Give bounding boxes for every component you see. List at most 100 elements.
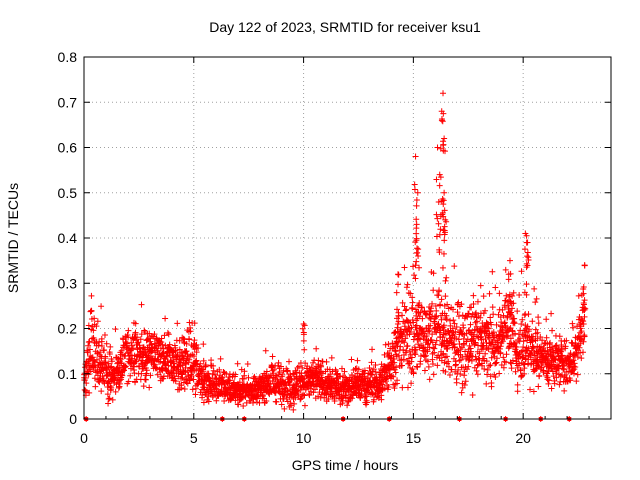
data-point: [200, 341, 207, 348]
data-point: [344, 402, 351, 409]
data-point: [547, 362, 554, 369]
data-point: [509, 357, 516, 364]
data-point: [404, 281, 411, 288]
data-point: [518, 320, 525, 327]
data-point: [140, 383, 147, 390]
data-point: [536, 372, 543, 379]
data-point: [494, 339, 501, 346]
data-point: [164, 329, 171, 336]
data-point: [308, 364, 315, 371]
peak-point: [301, 322, 308, 329]
data-point: [421, 367, 428, 374]
data-point: [580, 349, 587, 356]
data-point: [427, 322, 434, 329]
data-point: [125, 352, 132, 359]
data-point: [486, 362, 493, 369]
data-point: [572, 363, 579, 370]
data-point: [422, 310, 429, 317]
data-point: [419, 329, 426, 336]
axis-ticks: 0 0.1 0.2 0.3 0.4 0.5 0.6 0.7 0.8 0 5 10 15 20: [58, 49, 611, 446]
peak-point: [395, 271, 402, 278]
data-point: [304, 363, 311, 370]
data-point: [577, 349, 584, 356]
data-point: [474, 371, 481, 378]
data-point: [355, 386, 362, 393]
data-point: [468, 304, 475, 311]
data-point: [333, 371, 340, 378]
data-point: [98, 342, 105, 349]
peak-point: [436, 182, 443, 189]
x-tick-label: 20: [515, 430, 531, 446]
data-point: [128, 339, 135, 346]
peak-point: [415, 253, 422, 260]
data-point: [578, 355, 585, 362]
data-point: [544, 347, 551, 354]
data-point: [354, 357, 361, 364]
data-point: [382, 341, 389, 348]
data-point: [402, 307, 409, 314]
data-point: [455, 366, 462, 373]
data-point: [356, 383, 363, 390]
data-point: [86, 389, 93, 396]
data-point: [407, 364, 414, 371]
data-point: [441, 359, 448, 366]
data-point: [462, 348, 469, 355]
data-point: [516, 292, 523, 299]
data-point: [514, 308, 521, 315]
data-point: [132, 320, 139, 327]
data-point: [290, 406, 297, 413]
data-point: [530, 388, 537, 395]
data-point: [404, 384, 411, 391]
data-point: [391, 330, 398, 337]
data-point: [414, 302, 421, 309]
peak-point: [440, 201, 447, 208]
data-point: [408, 380, 415, 387]
chart-title: Day 122 of 2023, SRMTID for receiver ksu…: [209, 19, 481, 35]
data-point: [210, 362, 217, 369]
data-point: [425, 328, 432, 335]
data-point: [461, 382, 468, 389]
data-point: [569, 367, 576, 374]
data-point: [94, 356, 101, 363]
data-point: [87, 308, 94, 315]
data-point: [213, 385, 220, 392]
x-tick-label: 0: [80, 430, 88, 446]
data-points: [81, 90, 589, 422]
data-point: [349, 395, 356, 402]
data-point: [543, 316, 550, 323]
data-point: [483, 358, 490, 365]
data-point: [466, 342, 473, 349]
data-point: [396, 334, 403, 341]
data-point: [238, 366, 245, 373]
data-point: [331, 397, 338, 404]
data-point: [96, 339, 103, 346]
data-point: [361, 367, 368, 374]
data-point: [478, 333, 485, 340]
data-point: [476, 350, 483, 357]
data-point: [431, 315, 438, 322]
data-point: [131, 370, 138, 377]
data-point: [433, 307, 440, 314]
data-point: [391, 359, 398, 366]
data-point: [413, 363, 420, 370]
data-point: [431, 345, 438, 352]
data-point: [277, 363, 284, 370]
data-point: [180, 335, 187, 342]
peak-point: [524, 249, 531, 256]
data-point: [191, 353, 198, 360]
data-point: [310, 359, 317, 366]
peak-point: [441, 135, 448, 142]
data-point: [193, 349, 200, 356]
data-point: [394, 377, 401, 384]
data-point: [318, 374, 325, 381]
data-point: [361, 373, 368, 380]
data-point: [410, 263, 417, 270]
data-point: [112, 326, 119, 333]
data-point: [93, 323, 100, 330]
peak-point: [416, 264, 423, 271]
data-point: [415, 341, 422, 348]
data-point: [529, 345, 536, 352]
peak-point: [440, 90, 447, 97]
data-point: [338, 365, 345, 372]
data-point: [221, 398, 228, 405]
